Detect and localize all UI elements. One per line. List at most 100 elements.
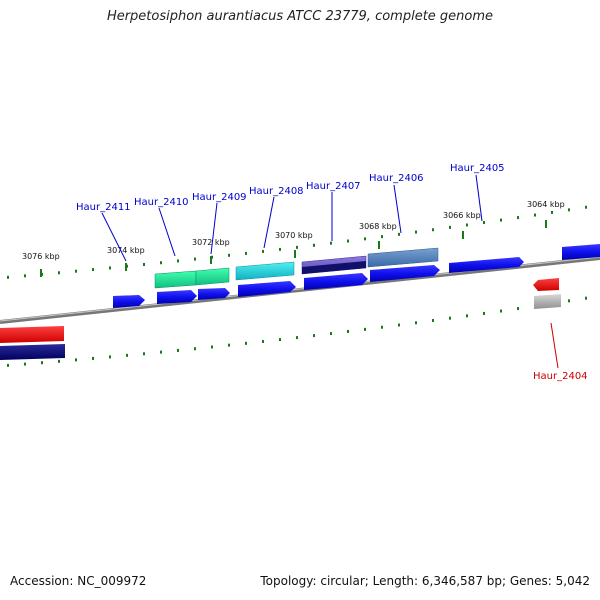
gene-inner-2406[interactable] [370,265,440,282]
kbp-label: 3070 kbp [275,231,313,240]
tick-dot [279,247,281,251]
gene-label[interactable]: Haur_2411 [76,202,131,213]
tick-dot [313,243,315,247]
tick-dot [58,271,60,275]
tick-dot [296,336,298,340]
tick-dot [398,323,400,327]
tick-dot [228,343,230,347]
tick-dot [160,350,162,354]
kbp-label: 3064 kbp [527,200,565,209]
tick-dot [7,363,9,367]
tick-dot [449,316,451,320]
kbp-label: 3068 kbp [359,222,397,231]
kbp-scale: 3076 kbp 3074 kbp 3072 kbp 3070 kbp 3068… [22,200,565,277]
outer-tick-track [7,205,587,279]
tick-dot [313,334,315,338]
tick-dot [364,327,366,331]
tick-dot [517,307,519,311]
tick-dot [262,249,264,253]
tick-dot [7,275,9,279]
tick-dot [126,353,128,357]
tick-dot [585,205,587,209]
tick-dot [143,262,145,266]
tick-dot [160,261,162,265]
tick-dot [415,230,417,234]
kbp-label: 3076 kbp [22,252,60,261]
gene-labels: Haur_2411 Haur_2410 Haur_2409 Haur_2408 … [76,163,588,382]
page-title: Herpetosiphon aurantiacus ATCC 23779, co… [106,9,494,24]
gene-inner-2409[interactable] [198,288,230,300]
tick-dot [194,347,196,351]
kbp-label: 3066 kbp [443,211,481,220]
tick-dot [58,359,60,363]
gene-inner-2408[interactable] [238,281,296,297]
gene-haur-2410-segment[interactable] [154,270,197,289]
gene-label[interactable]: Haur_2405 [450,163,505,174]
tick-dot [432,228,434,232]
tick-dot [109,355,111,359]
kbp-label: 3072 kbp [192,238,230,247]
gene-label[interactable]: Haur_2406 [369,173,424,184]
tick-dot [194,257,196,261]
tick-dot [330,241,332,245]
gene-haur-2407-lower[interactable] [302,261,366,274]
tick-dot [143,352,145,356]
gene-label[interactable]: Haur_2410 [134,197,189,208]
gene-label-leaders [101,174,559,369]
gene-far-right-outer[interactable] [562,244,600,260]
gene-haur-2404[interactable] [533,278,559,291]
tick-dot [347,329,349,333]
gene-inner-2410[interactable] [157,290,197,304]
tick-dot [245,251,247,255]
tick-dot [92,356,94,360]
tick-dot [75,269,77,273]
tick-dot [432,319,434,323]
gene-haur-2405[interactable] [449,257,524,273]
gene-label[interactable]: Haur_2408 [249,186,304,197]
tick-dot [449,225,451,229]
tick-dot [109,266,111,270]
gene-label[interactable]: Haur_2407 [306,181,361,192]
tick-dot [568,299,570,303]
topology-label: Topology: circular; Length: 6,346,587 bp… [260,574,590,588]
tick-dot [398,232,400,236]
gene-far-left-red[interactable] [0,326,64,343]
inner-tick-track [7,296,587,367]
tick-dot [500,218,502,222]
tick-dot [24,274,26,278]
tick-dot [177,259,179,263]
gene-haur-2406[interactable] [367,247,439,268]
gene-label[interactable]: Haur_2404 [533,371,588,382]
gene-inner-2407[interactable] [304,273,368,290]
tick-dot [279,338,281,342]
tick-dot [551,210,553,214]
tick-dot [415,321,417,325]
tick-dot [483,221,485,225]
tick-dot [364,237,366,241]
tick-dot [347,239,349,243]
gene-haur-2409[interactable] [195,267,230,286]
tick-dot [585,296,587,300]
gene-label[interactable]: Haur_2409 [192,192,247,203]
tick-dot [381,325,383,329]
tick-dot [41,361,43,365]
tick-dot [177,348,179,352]
tick-dot [262,339,264,343]
tick-dot [500,309,502,313]
tick-dot [92,268,94,272]
gene-inner-2411[interactable] [113,295,145,308]
tick-dot [466,314,468,318]
tick-dot [466,223,468,227]
tick-dot [245,341,247,345]
tick-dot [24,362,26,366]
accession-label: Accession: NC_009972 [10,574,147,588]
tick-dot [75,358,77,362]
gene-far-left-navy[interactable] [0,344,65,360]
tick-dot [228,253,230,257]
tick-dot [568,208,570,212]
tick-dot [381,235,383,239]
tick-dot [296,245,298,249]
gene-haur-2408[interactable] [235,261,295,281]
gene-haur-2404-inner[interactable] [534,294,561,309]
